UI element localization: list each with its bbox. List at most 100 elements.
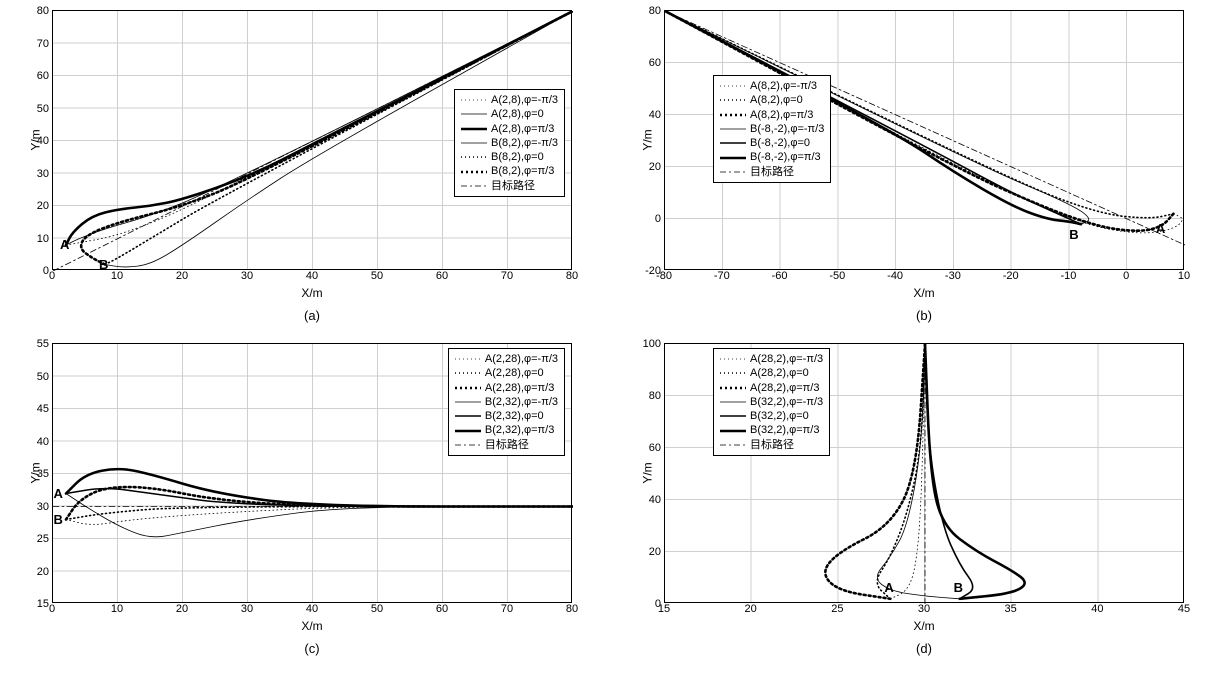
legend-label: A(2,8),φ=-π/3 <box>491 93 558 107</box>
series-path <box>877 344 959 599</box>
panel-caption: (d) <box>664 641 1184 656</box>
panel-a: ABA(2,8),φ=-π/3A(2,8),φ=0A(2,8),φ=π/3B(8… <box>10 10 602 323</box>
legend-label: 目标路径 <box>485 438 529 452</box>
series-path <box>925 344 973 599</box>
legend-item: 目标路径 <box>461 179 558 193</box>
y-tick: 80 <box>635 390 661 402</box>
legend-item: B(2,32),φ=0 <box>455 409 558 423</box>
axes: ABA(28,2),φ=-π/3A(28,2),φ=0A(28,2),φ=π/3… <box>664 343 1184 603</box>
legend-item: A(28,2),φ=0 <box>720 366 823 380</box>
plot-c: ABA(2,28),φ=-π/3A(2,28),φ=0A(2,28),φ=π/3… <box>52 343 572 656</box>
legend-item: B(32,2),φ=-π/3 <box>720 395 823 409</box>
legend-item: B(8,2),φ=-π/3 <box>461 136 558 150</box>
x-tick: 60 <box>436 603 448 615</box>
legend: A(2,8),φ=-π/3A(2,8),φ=0A(2,8),φ=π/3B(8,2… <box>454 89 565 197</box>
x-tick: 40 <box>1091 603 1103 615</box>
y-ticks: 01020304050607080 <box>23 11 51 269</box>
legend-swatch <box>720 354 746 364</box>
x-tick: 20 <box>745 603 757 615</box>
x-tick: -30 <box>945 270 961 282</box>
legend-label: B(8,2),φ=-π/3 <box>491 136 558 150</box>
legend-item: B(2,32),φ=-π/3 <box>455 395 558 409</box>
legend-swatch <box>720 95 746 105</box>
legend-label: A(8,2),φ=π/3 <box>750 108 813 122</box>
legend-item: 目标路径 <box>720 438 823 452</box>
y-tick: 0 <box>635 213 661 225</box>
series-path <box>890 344 925 599</box>
y-tick: 10 <box>23 233 49 245</box>
legend-label: B(2,32),φ=π/3 <box>485 423 554 437</box>
x-tick: 30 <box>241 270 253 282</box>
series-path <box>66 494 573 537</box>
legend-label: A(2,28),φ=-π/3 <box>485 352 558 366</box>
x-ticks: -80-70-60-50-40-30-20-10010 <box>664 270 1184 284</box>
legend: A(8,2),φ=-π/3A(8,2),φ=0A(8,2),φ=π/3B(-8,… <box>713 75 831 183</box>
y-tick: 40 <box>635 494 661 506</box>
x-tick: 0 <box>49 603 55 615</box>
y-tick: 45 <box>23 403 49 415</box>
y-tick: 0 <box>23 265 49 277</box>
y-tick: 20 <box>635 161 661 173</box>
legend-item: 目标路径 <box>720 165 824 179</box>
x-axis-label: X/m <box>52 286 572 300</box>
legend-swatch <box>455 440 481 450</box>
series-path <box>877 344 925 599</box>
x-tick: 10 <box>111 603 123 615</box>
legend-swatch <box>720 368 746 378</box>
x-tick: 70 <box>501 603 513 615</box>
legend-item: A(8,2),φ=0 <box>720 93 824 107</box>
legend-label: B(32,2),φ=0 <box>750 409 809 423</box>
x-tick: -50 <box>829 270 845 282</box>
legend-label: A(28,2),φ=π/3 <box>750 381 819 395</box>
x-ticks: 01020304050607080 <box>52 603 572 617</box>
axes: ABA(8,2),φ=-π/3A(8,2),φ=0A(8,2),φ=π/3B(-… <box>664 10 1184 270</box>
x-tick: -10 <box>1060 270 1076 282</box>
y-ticks: 152025303540455055 <box>23 344 51 602</box>
x-tick: 25 <box>831 603 843 615</box>
x-tick: 80 <box>566 603 578 615</box>
legend-swatch <box>461 167 487 177</box>
legend-label: A(8,2),φ=0 <box>750 93 803 107</box>
y-tick: 30 <box>23 168 49 180</box>
legend-label: B(32,2),φ=-π/3 <box>750 395 823 409</box>
y-tick: 60 <box>635 57 661 69</box>
plot-d: ABA(28,2),φ=-π/3A(28,2),φ=0A(28,2),φ=π/3… <box>664 343 1184 656</box>
legend-label: 目标路径 <box>491 179 535 193</box>
point-label: A <box>60 237 69 252</box>
y-tick: 55 <box>23 338 49 350</box>
x-tick: 20 <box>176 270 188 282</box>
legend-swatch <box>455 354 481 364</box>
x-tick: 50 <box>371 270 383 282</box>
x-tick: 30 <box>918 603 930 615</box>
legend-swatch <box>461 152 487 162</box>
legend-item: 目标路径 <box>455 438 558 452</box>
legend-item: A(2,8),φ=0 <box>461 107 558 121</box>
legend-label: B(32,2),φ=π/3 <box>750 423 819 437</box>
y-ticks: -20020406080 <box>635 11 663 269</box>
x-axis-label: X/m <box>52 619 572 633</box>
legend-item: A(2,28),φ=0 <box>455 366 558 380</box>
y-tick: 25 <box>23 533 49 545</box>
y-tick: 20 <box>635 546 661 558</box>
y-tick: 30 <box>23 501 49 513</box>
legend-swatch <box>720 397 746 407</box>
panel-caption: (b) <box>664 308 1184 323</box>
point-label: B <box>1069 227 1078 242</box>
x-tick: 15 <box>658 603 670 615</box>
y-tick: 80 <box>635 5 661 17</box>
y-tick: 35 <box>23 468 49 480</box>
legend-swatch <box>461 181 487 191</box>
legend-label: B(8,2),φ=0 <box>491 150 544 164</box>
legend-item: A(8,2),φ=-π/3 <box>720 79 824 93</box>
x-tick: 80 <box>566 270 578 282</box>
x-tick: -40 <box>887 270 903 282</box>
x-ticks: 01020304050607080 <box>52 270 572 284</box>
legend-item: A(2,28),φ=-π/3 <box>455 352 558 366</box>
legend-swatch <box>720 440 746 450</box>
legend-swatch <box>461 95 487 105</box>
y-tick: 50 <box>23 103 49 115</box>
chart-grid: A B A(2,8),φ=-π/3A(2,8),φ=0A(2,8),φ=π/3B(8… <box>10 10 1214 656</box>
point-label: A <box>884 580 893 595</box>
y-tick: 40 <box>23 135 49 147</box>
legend-label: 目标路径 <box>750 165 794 179</box>
